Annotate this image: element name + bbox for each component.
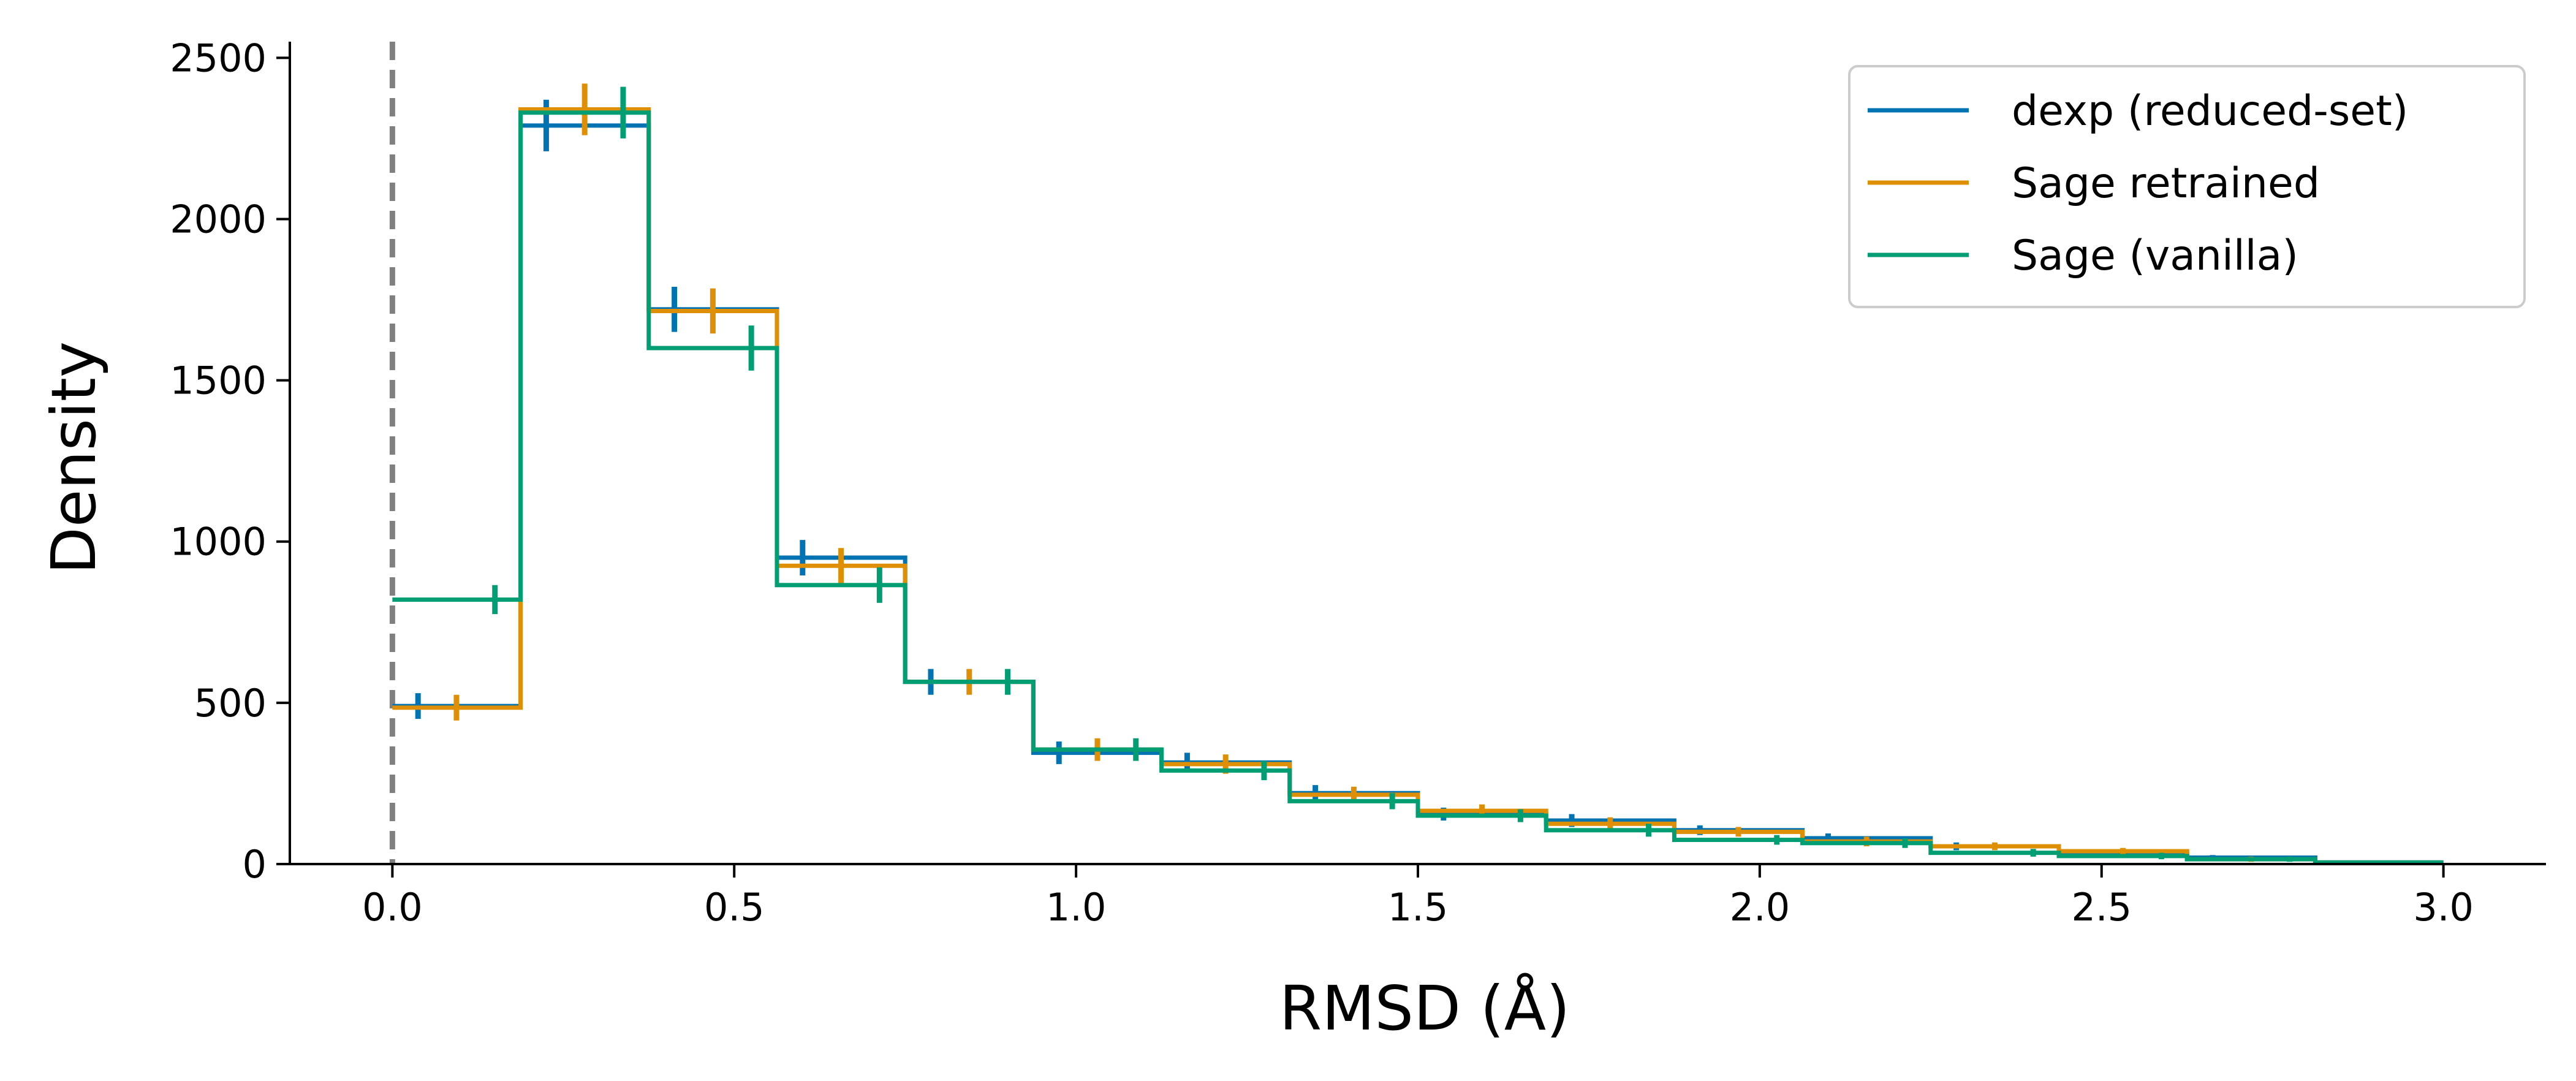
axes-layer: 0.0 0.5 1.0 1.5 2.0 2.5 3.0 0 500 1000 1500 2000 250…: [170, 36, 2546, 930]
y-axis-label: Density: [38, 341, 110, 574]
x-tick-label: 2.5: [2071, 885, 2132, 930]
y-tick-label: 2000: [170, 197, 267, 241]
y-tick-label: 1000: [170, 520, 267, 564]
y-tick-label: 1500: [170, 358, 267, 403]
y-tick-label: 500: [194, 681, 267, 726]
series-layer: [392, 83, 2444, 865]
x-tick-label: 3.0: [2413, 885, 2474, 930]
legend: dexp (reduced-set) Sage retrained Sage (va…: [1848, 65, 2526, 308]
series-2: [392, 86, 2444, 865]
y-tick-label: 0: [243, 842, 267, 887]
x-tick-label: 2.0: [1730, 885, 1790, 930]
legend-box: [1848, 65, 2526, 308]
legend-label: dexp (reduced-set): [2012, 87, 2408, 135]
y-tick-label: 2500: [170, 36, 267, 80]
x-axis-label: RMSD (Å): [1279, 972, 1570, 1044]
series-step-line: [392, 110, 2444, 865]
x-tick-label: 1.0: [1046, 885, 1107, 930]
legend-label: Sage retrained: [2012, 159, 2320, 208]
x-tick-label: 0.5: [704, 885, 765, 930]
x-tick-label: 0.0: [362, 885, 423, 930]
legend-label: Sage (vanilla): [2012, 232, 2298, 280]
x-tick-label: 1.5: [1388, 885, 1449, 930]
